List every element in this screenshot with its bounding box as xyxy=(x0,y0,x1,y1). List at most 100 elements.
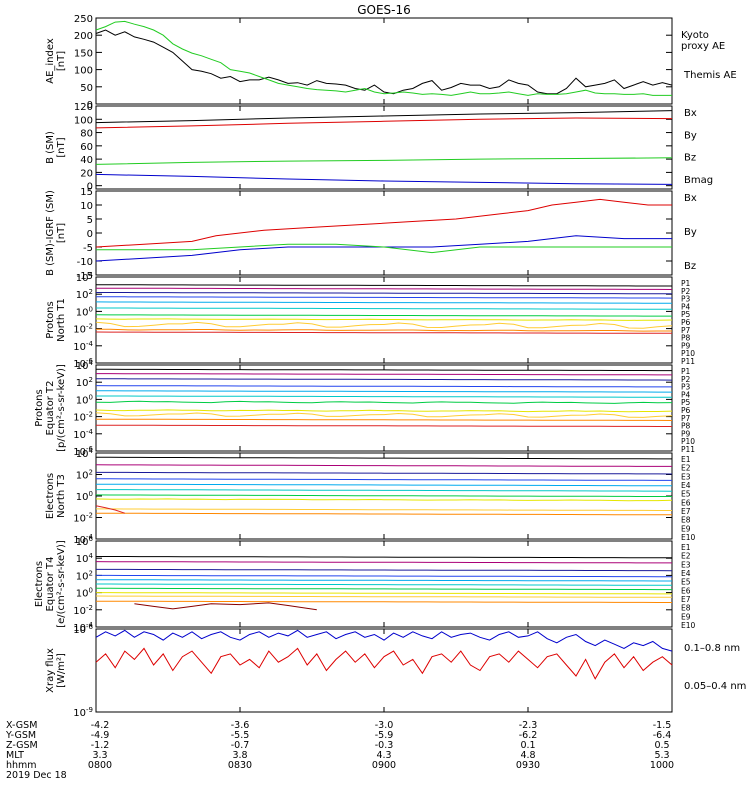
footer-row-label: X-GSM xyxy=(6,720,37,731)
legend-entry: 0.05–0.4 nm xyxy=(684,681,746,692)
channel-label: E1 xyxy=(681,543,691,552)
footer-value: -5.9 xyxy=(375,730,394,741)
series-bmag xyxy=(95,110,673,124)
channel-label: P11 xyxy=(681,445,695,454)
y-tick-label: 102 xyxy=(76,376,93,389)
footer-value: -1.2 xyxy=(91,740,110,751)
series-0-1-0-8-nm xyxy=(95,647,673,680)
footer-value: 0830 xyxy=(228,760,252,771)
channel-label: E8 xyxy=(681,604,691,613)
legend-entry: Bz xyxy=(684,153,696,164)
figure-title: GOES-16 xyxy=(357,3,411,17)
channel-label: P8 xyxy=(681,422,691,431)
panel-xray: 10-9 10-6 Xray flux[W/m²] 0.1–0.8 nm 0.05–0.… xyxy=(45,623,746,719)
footer-value: 4.8 xyxy=(520,750,535,761)
footer-value: -3.6 xyxy=(231,720,250,731)
series-p6 xyxy=(96,307,673,310)
series-e10-partial xyxy=(134,602,317,611)
y-tick-label: 80 xyxy=(80,129,93,140)
y-tick-label: -5 xyxy=(83,243,93,254)
series-p8 xyxy=(95,409,673,413)
channel-label: E4 xyxy=(681,481,691,490)
footer-row-label: hhmm xyxy=(6,760,37,771)
legend-entry: Bmag xyxy=(684,175,713,186)
y-tick-label: 50 xyxy=(80,83,93,94)
y-tick-label: 10-9 xyxy=(73,706,93,719)
series-p1 xyxy=(96,368,672,372)
channel-label: P5 xyxy=(681,310,691,319)
channel-label: E5 xyxy=(681,578,691,587)
channel-label: E3 xyxy=(681,560,691,569)
series-p11 xyxy=(96,424,672,427)
series-e2 xyxy=(95,464,672,467)
footer-date: 2019 Dec 18 xyxy=(6,770,67,781)
series-p4 xyxy=(95,385,672,388)
footer-value: 0.5 xyxy=(654,740,669,751)
y-axis-label: ElectronsNorth T3 xyxy=(45,473,67,519)
series-e7 xyxy=(96,587,672,591)
series-p3 xyxy=(96,378,673,381)
footer-value: 0.1 xyxy=(520,740,535,751)
channel-label: P8 xyxy=(681,334,691,343)
y-axis-label: ProtonsEquator T2[p/(cm²-s-sr-keV)] xyxy=(34,364,67,452)
series-p6 xyxy=(96,395,673,398)
series-themis-ae xyxy=(95,29,673,95)
series-p2 xyxy=(96,373,672,376)
footer-value: 4.3 xyxy=(376,750,391,761)
footer-value: 0900 xyxy=(372,760,396,771)
series-e9-partial xyxy=(95,505,125,514)
y-tick-label: 10-2 xyxy=(73,604,93,617)
legend-entry: Kyoto proxy AE xyxy=(681,30,725,52)
series-by xyxy=(95,157,673,165)
channel-label: P11 xyxy=(681,357,695,366)
footer-value: -6.4 xyxy=(653,730,672,741)
y-axis-label: AE_index[nT] xyxy=(45,38,67,84)
channel-label: P1 xyxy=(681,367,691,376)
y-tick-label: 5 xyxy=(87,215,93,226)
series-e10 xyxy=(96,512,672,516)
channel-label: E10 xyxy=(681,621,696,630)
footer-value: 3.3 xyxy=(92,750,107,761)
y-tick-label: 10-4 xyxy=(73,340,93,353)
y-tick-label: 100 xyxy=(76,490,93,503)
footer-value: 5.3 xyxy=(654,750,669,761)
y-tick-label: 10 xyxy=(80,201,93,212)
footer-row-label: Y-GSM xyxy=(5,730,36,741)
series-p2 xyxy=(96,287,673,290)
channel-label: E2 xyxy=(681,552,691,561)
y-tick-label: 100 xyxy=(76,305,93,318)
legend-entry: By xyxy=(684,130,697,141)
channel-label: E9 xyxy=(681,612,691,621)
channel-label: P4 xyxy=(681,390,691,399)
y-tick-label: 102 xyxy=(76,469,93,482)
series-e9 xyxy=(96,508,672,511)
y-tick-label: 20 xyxy=(80,168,93,179)
series-e3 xyxy=(96,568,673,572)
series-e1 xyxy=(96,556,673,559)
panel-digrf: -15 -10 -5 0 5 10 15 B (SM)-IGRF (SM)[nT] Bx By Bz xyxy=(45,187,697,282)
y-tick-label: 100 xyxy=(74,66,93,77)
series-e9 xyxy=(95,595,672,598)
y-tick-label: 150 xyxy=(74,48,93,59)
legend-entry: Bx xyxy=(684,193,697,204)
series-kyoto-proxy-ae xyxy=(95,20,672,96)
y-tick-label: 10-2 xyxy=(73,512,93,525)
series-p3 xyxy=(96,292,673,295)
y-tick-label: 106 xyxy=(76,535,94,548)
series-e1 xyxy=(96,456,672,460)
channel-label: P10 xyxy=(681,349,695,358)
channel-label: E8 xyxy=(681,516,691,525)
y-tick-label: 100 xyxy=(76,393,93,406)
y-tick-label: 15 xyxy=(80,187,93,198)
series-p7 xyxy=(95,400,673,404)
series-e4 xyxy=(96,574,672,578)
channel-label: P7 xyxy=(681,326,691,335)
plot-frame xyxy=(95,364,673,452)
y-tick-label: 10-2 xyxy=(73,411,93,424)
series-p5 xyxy=(95,301,672,304)
